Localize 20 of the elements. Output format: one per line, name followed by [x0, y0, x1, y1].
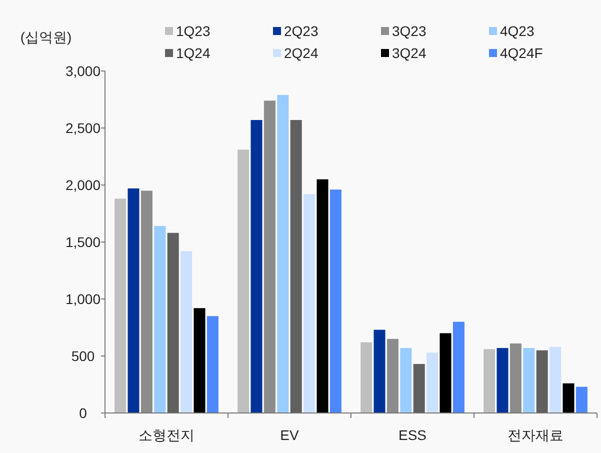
- y-tick-label: 0: [79, 405, 88, 421]
- y-tick-label: 1,000: [65, 291, 101, 307]
- y-axis-title: (십억원): [20, 29, 72, 45]
- legend-label: 4Q24F: [500, 45, 543, 61]
- y-tick-label: 2,000: [65, 177, 101, 193]
- legend-label: 3Q23: [392, 23, 426, 39]
- legend-label: 2Q24: [284, 45, 318, 61]
- legend-label: 3Q24: [392, 45, 426, 61]
- x-tick-label: ESS: [398, 427, 427, 443]
- y-tick-label: 500: [71, 348, 95, 364]
- y-tick-label: 3,000: [65, 63, 101, 79]
- legend-label: 1Q23: [176, 23, 210, 39]
- x-tick-label: 소형전지: [138, 427, 194, 443]
- y-tick-label: 1,500: [65, 234, 101, 250]
- y-tick-label: 2,500: [65, 120, 101, 136]
- legend-label: 2Q23: [284, 23, 318, 39]
- x-tick-label: EV: [280, 427, 300, 443]
- x-tick-label: 전자재료: [508, 427, 564, 443]
- legend-label: 4Q23: [500, 23, 534, 39]
- legend-label: 1Q24: [176, 45, 210, 61]
